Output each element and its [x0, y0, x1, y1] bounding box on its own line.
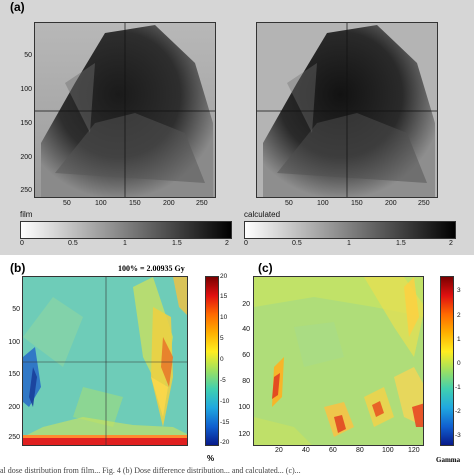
- y-tick: 150: [8, 371, 20, 378]
- film-caption: film: [20, 210, 33, 219]
- colorbar-tick: 2: [225, 240, 229, 247]
- colorbar-tick: -5: [220, 377, 226, 384]
- colorbar-tick: 1.5: [172, 240, 182, 247]
- x-tick: 150: [351, 200, 363, 207]
- colorbar-tick: 2: [457, 312, 461, 319]
- panel-b-title: 100% = 2.00935 Gy: [118, 264, 185, 273]
- difference-colorbar: [205, 276, 219, 446]
- colorbar-tick: 0: [457, 360, 461, 367]
- film-colorbar: [20, 221, 232, 239]
- gamma-colorbar: [440, 276, 454, 446]
- x-tick: 50: [63, 200, 71, 207]
- y-tick: 20: [242, 301, 250, 308]
- colorbar-tick: 0: [220, 356, 224, 363]
- x-tick: 250: [196, 200, 208, 207]
- colorbar-tick: 10: [220, 314, 228, 321]
- difference-colorbar-unit: %: [207, 454, 215, 463]
- x-tick: 40: [302, 447, 310, 454]
- colorbar-tick: 3: [457, 287, 461, 294]
- y-tick: 200: [20, 154, 32, 161]
- film-x-axis: 50 100 150 200 250: [34, 200, 216, 210]
- y-tick: 250: [20, 187, 32, 194]
- y-tick: 200: [8, 404, 20, 411]
- colorbar-tick: 0: [20, 240, 24, 247]
- x-tick: 50: [285, 200, 293, 207]
- x-tick: 150: [129, 200, 141, 207]
- colorbar-tick: -10: [220, 398, 230, 405]
- x-tick: 100: [317, 200, 329, 207]
- x-tick: 80: [356, 447, 364, 454]
- film-y-axis: 50 100 150 200 250: [18, 22, 34, 198]
- x-tick: 120: [408, 447, 420, 454]
- colorbar-tick: 1.5: [396, 240, 406, 247]
- diff-y-axis: 50 100 150 200 250: [4, 276, 22, 446]
- x-tick: 200: [163, 200, 175, 207]
- gamma-colorbar-unit: Gamma: [436, 456, 461, 464]
- colorbar-tick: -3: [455, 432, 461, 439]
- colorbar-tick: -2: [455, 408, 461, 415]
- colorbar-tick: 1: [457, 336, 461, 343]
- colorbar-tick: 1: [123, 240, 127, 247]
- colorbar-tick: -15: [220, 419, 230, 426]
- colorbar-tick: 5: [220, 335, 224, 342]
- gamma-x-axis: 20 40 60 80 100 120: [253, 447, 425, 456]
- difference-colorbar-ticks: 20 15 10 5 0 -5 -10 -15 -20: [219, 273, 239, 454]
- colorbar-tick: -20: [220, 439, 230, 446]
- x-tick: 200: [385, 200, 397, 207]
- dose-difference-map: [22, 276, 188, 446]
- calculated-caption: calculated: [244, 210, 281, 219]
- panel-c-label: (c): [258, 261, 273, 275]
- y-tick: 40: [242, 326, 250, 333]
- x-tick: 250: [418, 200, 430, 207]
- colorbar-tick: 15: [220, 293, 228, 300]
- colorbar-tick: -1: [455, 384, 461, 391]
- colorbar-tick: 2: [449, 240, 453, 247]
- calculated-dose-map: [256, 22, 438, 198]
- figure-caption: al dose distribution from film... Fig. 4…: [0, 466, 301, 475]
- film-dose-map: [34, 22, 216, 198]
- calculated-colorbar: [244, 221, 456, 239]
- y-tick: 150: [20, 120, 32, 127]
- y-tick: 120: [238, 431, 250, 438]
- y-tick: 100: [20, 86, 32, 93]
- y-tick: 250: [8, 434, 20, 441]
- colorbar-tick: 0: [244, 240, 248, 247]
- calculated-x-axis: 50 100 150 200 250: [256, 200, 438, 210]
- gamma-map: [253, 276, 424, 446]
- colorbar-tick: 0.5: [68, 240, 78, 247]
- y-tick: 80: [242, 378, 250, 385]
- y-tick: 100: [8, 339, 20, 346]
- x-tick: 100: [382, 447, 394, 454]
- panel-a-label: (a): [10, 0, 25, 14]
- y-tick: 100: [238, 404, 250, 411]
- colorbar-tick: 1: [347, 240, 351, 247]
- calculated-colorbar-ticks: 0 0.5 1 1.5 2: [244, 240, 456, 249]
- colorbar-tick: 20: [220, 273, 228, 280]
- x-tick: 20: [275, 447, 283, 454]
- colorbar-tick: 0.5: [292, 240, 302, 247]
- panel-b-label: (b): [10, 261, 26, 275]
- film-colorbar-ticks: 0 0.5 1 1.5 2: [20, 240, 232, 249]
- x-tick: 100: [95, 200, 107, 207]
- gamma-y-axis: 20 40 60 80 100 120: [236, 276, 252, 446]
- y-tick: 50: [12, 306, 20, 313]
- x-tick: 60: [329, 447, 337, 454]
- y-tick: 50: [24, 52, 32, 59]
- y-tick: 60: [242, 352, 250, 359]
- gamma-colorbar-ticks: 3 2 1 0 -1 -2 -3: [455, 274, 473, 454]
